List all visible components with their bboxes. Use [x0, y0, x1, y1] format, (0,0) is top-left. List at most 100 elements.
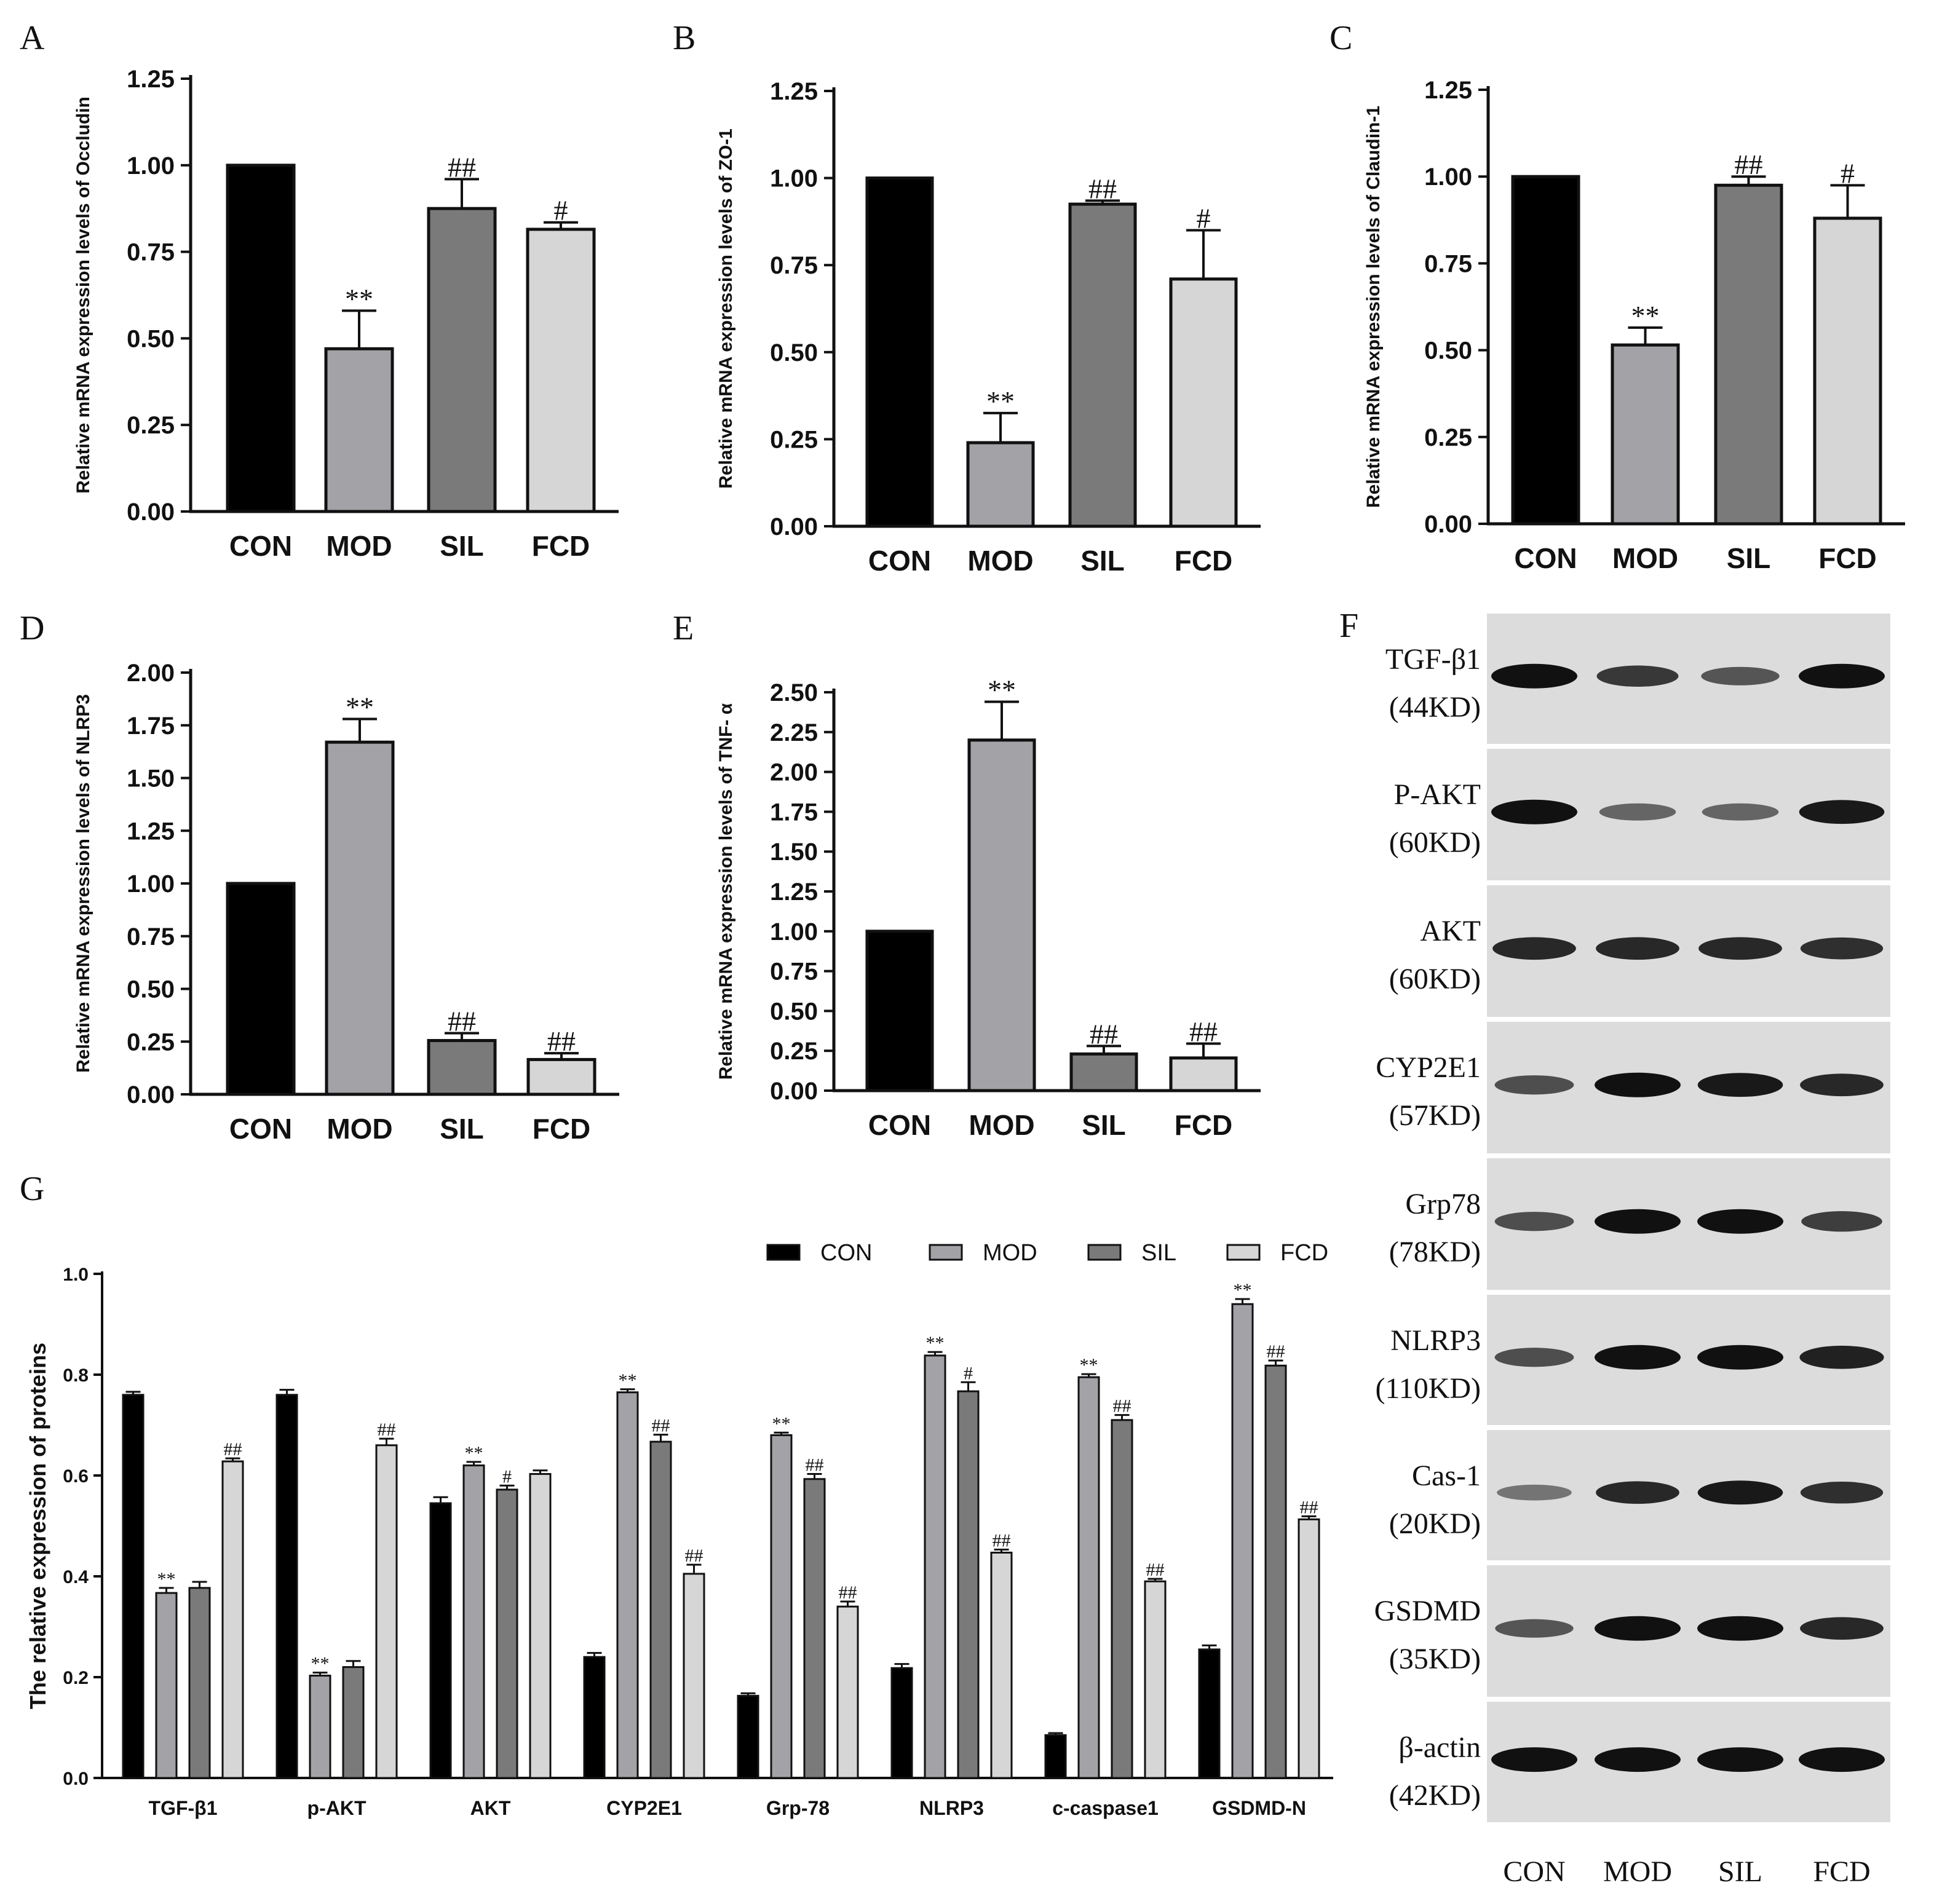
panel-f-western-blot: F TGF-β1 (44KD) P-AKT (60KD) AKT (60KD) CYP2E1 (…	[1339, 607, 1890, 1888]
significance-label: #	[1197, 203, 1211, 234]
bar-mod	[1611, 343, 1680, 526]
bar-fcd	[526, 1057, 596, 1096]
bar-fcd	[221, 1460, 244, 1779]
y-axis-label: Relative mRNA expression levels of TNF- …	[716, 703, 736, 1080]
category-label: CON	[229, 530, 292, 562]
significance-label: ##	[224, 1439, 242, 1460]
significance-label: ##	[1113, 1396, 1131, 1416]
y-tick-label: 1.50	[770, 839, 818, 866]
bar-mod	[155, 1592, 178, 1779]
bar-con	[737, 1694, 759, 1779]
bar-fcd	[526, 227, 596, 513]
protein-label: Grp78	[1405, 1188, 1481, 1220]
bar-con	[429, 1502, 452, 1779]
category-label: FCD	[1818, 542, 1877, 574]
significance-label: **	[988, 674, 1016, 706]
molecular-weight-label: (57KD)	[1389, 1099, 1481, 1132]
legend-swatch	[1087, 1244, 1122, 1261]
y-tick-label: 0.00	[770, 1078, 818, 1105]
significance-label: **	[926, 1333, 945, 1353]
blot-band	[1491, 1747, 1577, 1772]
y-tick-label: 0.50	[770, 339, 818, 366]
bar-sil	[1111, 1419, 1133, 1779]
bar-mod	[324, 347, 394, 513]
blot-row: P-AKT (60KD)	[1389, 749, 1890, 880]
y-tick-label: 0.00	[127, 499, 175, 526]
y-tick-label: 2.25	[770, 719, 818, 746]
y-axis-label: Relative mRNA expression levels of NLRP3	[73, 694, 93, 1073]
blot-band	[1497, 1484, 1572, 1501]
blot-band	[1494, 1348, 1574, 1367]
panel-letter: A	[20, 19, 45, 57]
legend-label: FCD	[1280, 1240, 1328, 1266]
blot-row: CYP2E1 (57KD)	[1376, 1022, 1890, 1153]
y-tick-label: 0.50	[770, 998, 818, 1025]
significance-label: **	[772, 1413, 791, 1434]
y-tick-label: 0.25	[127, 412, 175, 439]
molecular-weight-label: (78KD)	[1389, 1236, 1481, 1268]
significance-label: #	[502, 1466, 512, 1487]
category-label: NLRP3	[919, 1797, 984, 1819]
y-tick-label: 2.00	[770, 759, 818, 786]
protein-label: Cas-1	[1412, 1460, 1481, 1492]
bar-mod	[967, 738, 1036, 1092]
protein-label: TGF-β1	[1385, 643, 1481, 676]
y-tick-label: 0.50	[127, 325, 175, 352]
bar-fcd	[529, 1473, 552, 1779]
blot-band	[1799, 663, 1885, 689]
significance-label: **	[1631, 300, 1660, 331]
bar-mod	[770, 1434, 793, 1779]
significance-label: **	[1234, 1280, 1252, 1300]
y-tick-label: 1.00	[770, 165, 818, 192]
blot-band	[1595, 1747, 1681, 1772]
y-tick-label: 0.00	[127, 1081, 175, 1108]
bar-sil	[1264, 1364, 1287, 1779]
y-tick-label: 0.2	[63, 1668, 89, 1688]
y-tick-label: 0.75	[127, 923, 175, 950]
blot-band	[1800, 1481, 1884, 1504]
bar-mod	[325, 740, 395, 1096]
legend-label: MOD	[983, 1240, 1037, 1266]
y-tick-label: 1.00	[770, 918, 818, 946]
panel-b: B 0.00 0.25 0.50 0.75 1.00 1.25 Relative mRNA e…	[673, 19, 1261, 577]
bar-mod	[924, 1354, 946, 1779]
legend-label: SIL	[1141, 1240, 1176, 1266]
category-label: MOD	[326, 530, 392, 562]
bar-con	[1044, 1734, 1067, 1779]
bar-con	[890, 1667, 913, 1779]
blot-band	[1491, 799, 1577, 824]
bar-fcd	[836, 1605, 859, 1779]
significance-label: **	[465, 1443, 483, 1463]
bar-sil	[957, 1390, 980, 1779]
y-tick-label: 0.75	[770, 252, 818, 279]
panel-letter: D	[20, 609, 44, 647]
blot-band	[1495, 1619, 1574, 1638]
blot-band	[1697, 1209, 1783, 1234]
significance-label: ##	[1189, 1016, 1218, 1048]
bar-mod	[966, 441, 1035, 528]
panel-c: C 0.00 0.25 0.50 0.75 1.00 1.25 Relative mRNA e…	[1330, 19, 1905, 574]
lane-label: FCD	[1813, 1855, 1870, 1888]
blot-band	[1599, 803, 1676, 821]
blot-row: Grp78 (78KD)	[1389, 1158, 1890, 1290]
category-label: Grp-78	[766, 1797, 830, 1819]
panel-d: D 0.00 0.25 0.50 0.75 1.00 1.25 1.50 1.75 2.00 Rel…	[20, 609, 619, 1145]
category-label: c-caspase1	[1052, 1797, 1159, 1819]
bar-fcd	[375, 1444, 398, 1779]
lane-label: SIL	[1718, 1855, 1762, 1888]
significance-label: ##	[806, 1455, 824, 1475]
bar-sil	[188, 1587, 211, 1779]
legend-swatch	[929, 1244, 963, 1261]
bar-fcd	[683, 1573, 705, 1779]
panel-e: E 0.00 0.25 0.50 0.75 1.00 1.25 1.50 1.75 2.00 2.2…	[673, 609, 1261, 1141]
blot-band	[1702, 803, 1779, 821]
bar-fcd	[1298, 1518, 1320, 1779]
category-label: FCD	[532, 530, 590, 562]
significance-label: **	[986, 385, 1015, 417]
significance-label: **	[346, 691, 374, 722]
significance-label: #	[554, 195, 568, 226]
category-label: GSDMD-N	[1212, 1797, 1306, 1819]
bar-mod	[1077, 1376, 1100, 1779]
y-tick-label: 1.00	[127, 871, 175, 898]
molecular-weight-label: (35KD)	[1389, 1643, 1481, 1675]
